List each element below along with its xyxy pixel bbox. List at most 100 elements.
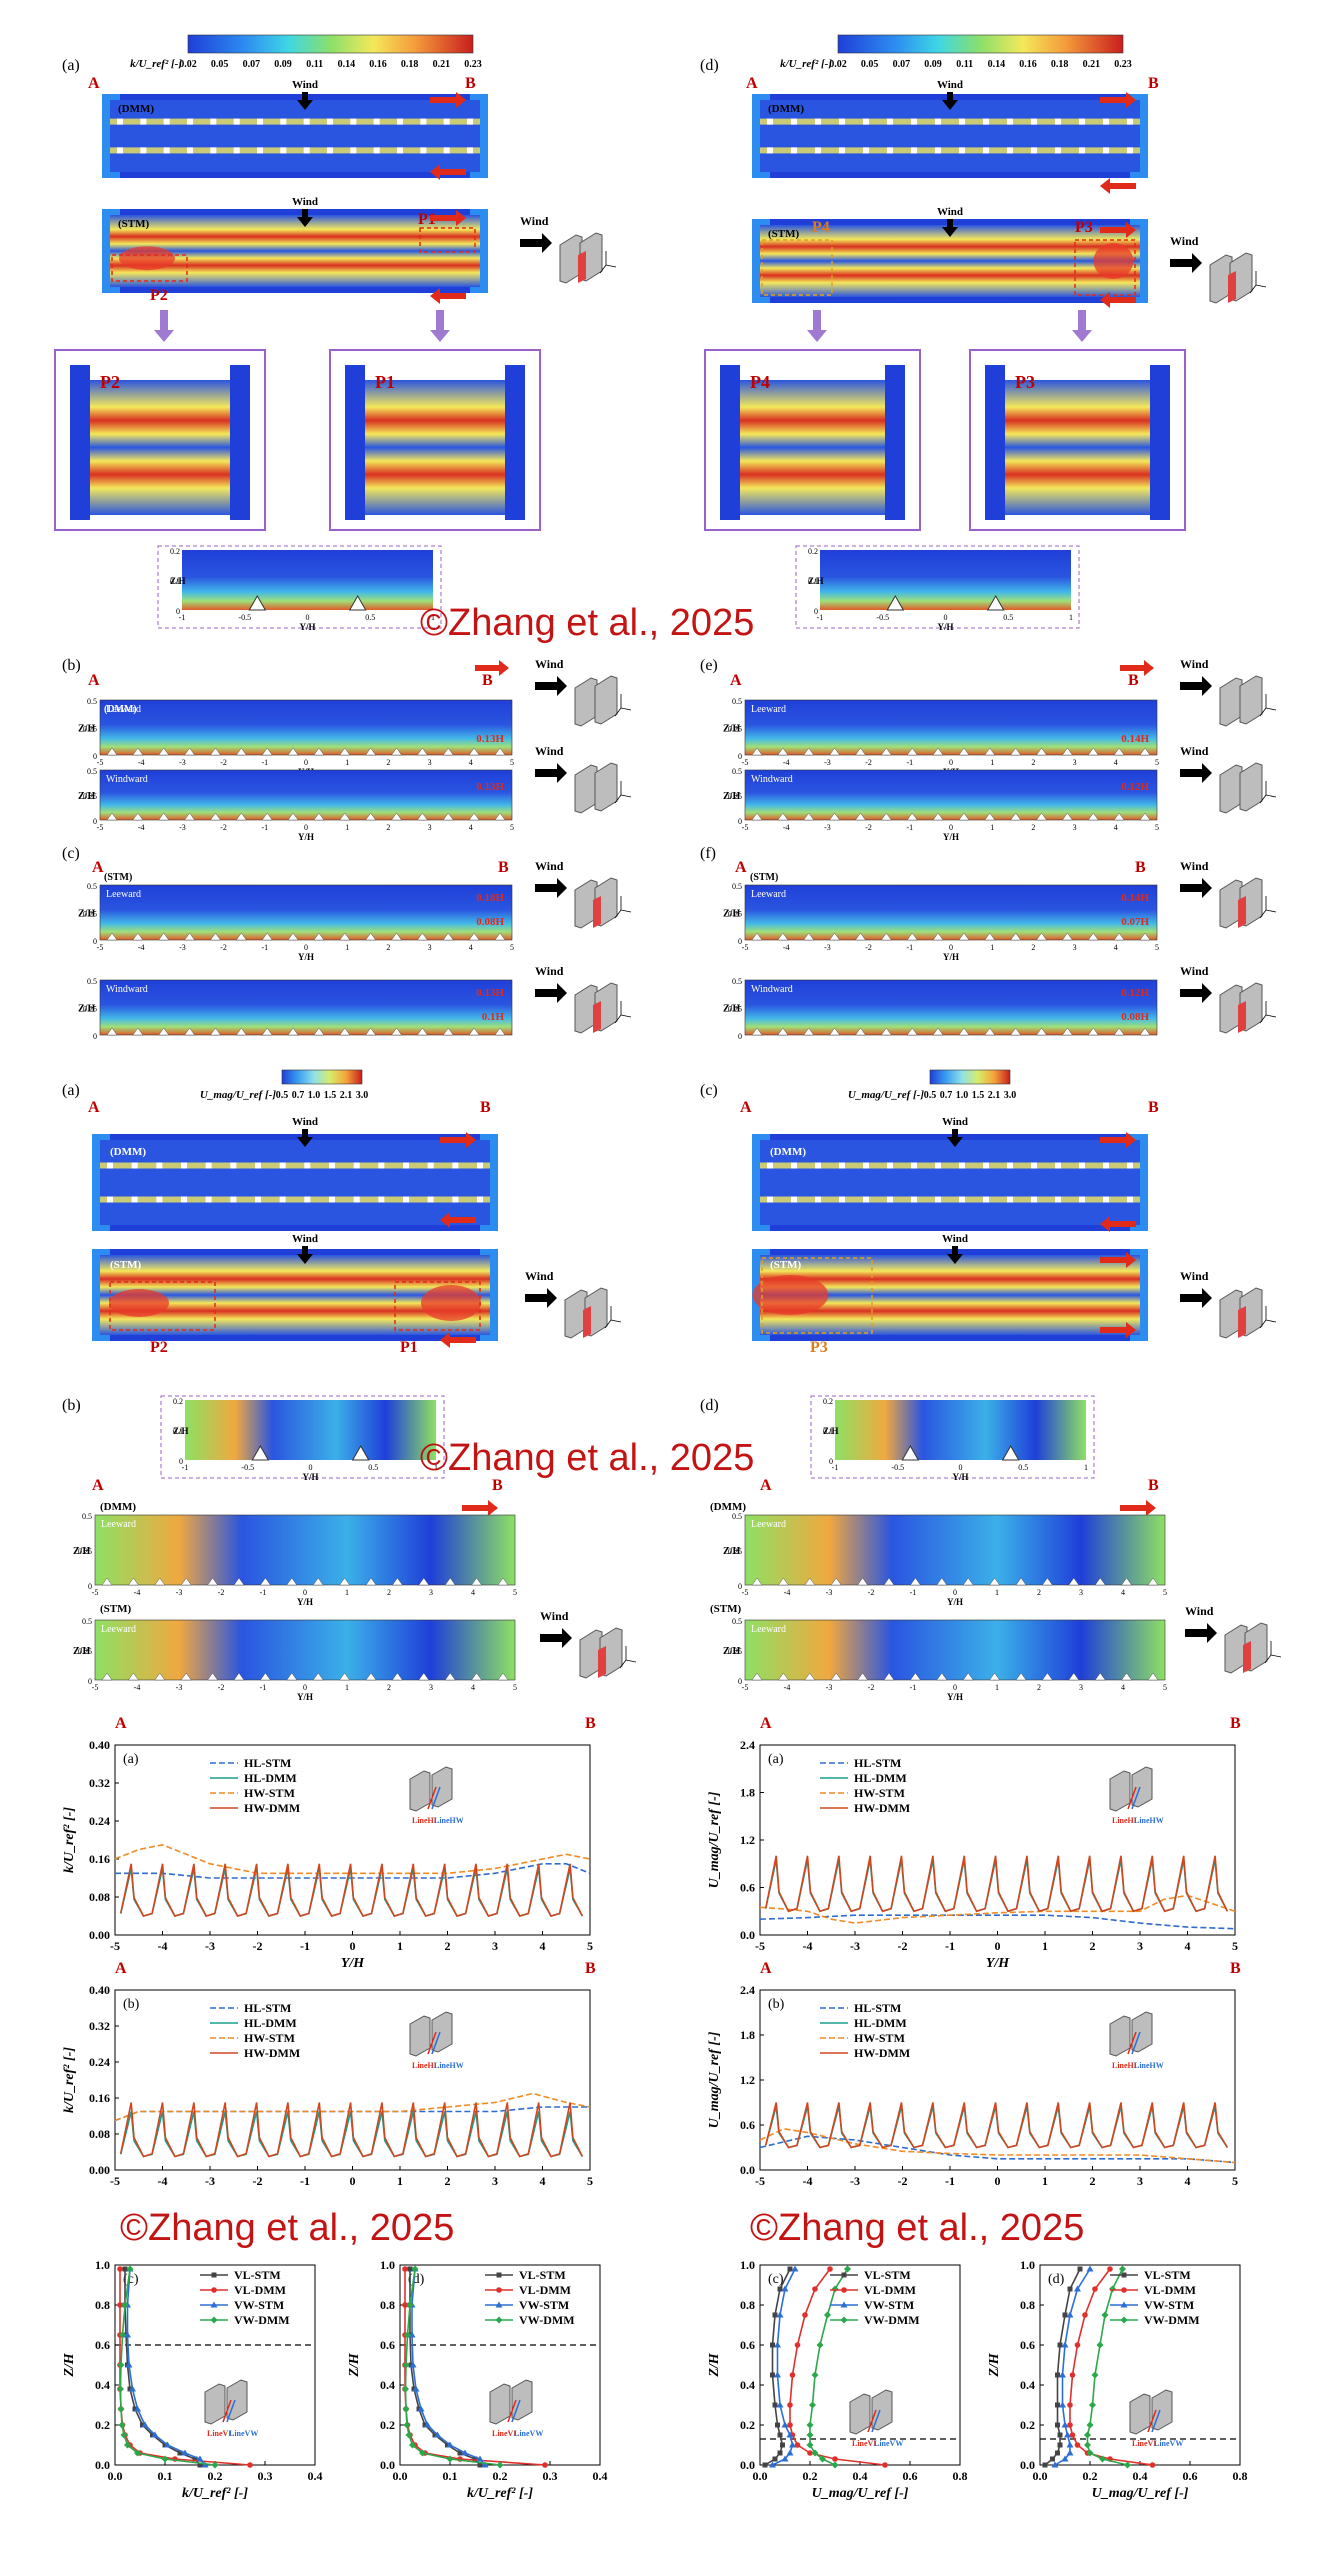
k-dmm-windward-ytick: 0 — [93, 817, 97, 826]
tree-crown — [803, 747, 815, 756]
u-dmm-leeward-xtick: -4 — [134, 1588, 141, 1597]
data-point — [1069, 2372, 1076, 2378]
u-stm-leeward-xtick: -4 — [784, 1683, 791, 1692]
u-inset-left-xtick: 0.5 — [368, 1463, 378, 1472]
tree-crown — [417, 1027, 428, 1036]
flow-arrow-right-shaft — [430, 97, 458, 103]
panel-label: (d) — [700, 57, 719, 74]
k-dmm-leeward-xtick: 1 — [345, 758, 349, 767]
tree-crown — [233, 147, 240, 154]
k-dmm-leeward-xtick: -5 — [97, 758, 104, 767]
tree-crown — [815, 1162, 821, 1169]
dmm-u-street-left-canyon — [100, 1140, 490, 1225]
legend-label: VL-DMM — [1144, 2283, 1196, 2297]
u-stm-leeward-xtick: 2 — [1037, 1683, 1041, 1692]
zoom-label-p3: P3 — [1075, 219, 1093, 236]
k-dmm-leeward-xtick: -4 — [138, 758, 145, 767]
y-tick-label: 0.0 — [95, 2458, 110, 2472]
data-point — [781, 2455, 789, 2462]
colorbar-u-left: U_mag/U_ref [-] 0.5 0.7 1.0 1.5 2.1 3.0 — [200, 1069, 368, 1101]
y-tick-label: 0.6 — [740, 1881, 755, 1895]
u-stm-leeward-ytick: 0.5 — [82, 1617, 92, 1626]
building-icon-arrow — [1180, 983, 1212, 1003]
data-point — [1092, 2286, 1098, 2292]
watermark-text: ©Zhang et al., 2025 — [120, 2207, 454, 2249]
tree-crown — [751, 1027, 763, 1036]
tree-crown — [184, 747, 195, 756]
measurement-line — [871, 2409, 881, 2433]
tree-crown — [911, 147, 917, 154]
building-icon-block2 — [594, 762, 618, 812]
building-icon-tree — [583, 1306, 591, 1338]
building-icon-axes — [614, 896, 632, 919]
building-icon-axes — [1259, 896, 1277, 919]
y-tick-label: 0.4 — [740, 2378, 755, 2392]
tree-crown — [210, 1027, 221, 1036]
y-tick-label: 0.40 — [89, 1983, 110, 1997]
data-point — [211, 2461, 219, 2469]
k-dmm-windward-side: Windward — [751, 774, 793, 785]
data-point — [1055, 2402, 1060, 2408]
k-stm-leeward-xtick: -1 — [906, 943, 913, 952]
u-dmm-leeward-xtick: -3 — [176, 1588, 183, 1597]
tree-crown — [1010, 812, 1022, 821]
u-dmm-leeward-xtick: 1 — [995, 1588, 999, 1597]
tree-crown — [1015, 1672, 1027, 1681]
inset-label-hl: LineHL — [412, 2061, 439, 2070]
tree-crown — [313, 812, 325, 821]
x-tick-label: -4 — [158, 2174, 168, 2188]
tree-crown — [1094, 1672, 1106, 1681]
tree-crown — [365, 747, 377, 756]
u-dmm-leeward-xtick: -1 — [910, 1588, 917, 1597]
data-point — [809, 2401, 816, 2409]
data-point — [121, 2301, 129, 2309]
tree-crown — [180, 1577, 192, 1586]
tree-crown — [365, 1672, 377, 1681]
wind-indicator-arrow — [942, 219, 958, 237]
data-point — [161, 2455, 169, 2463]
k-dmm-windward-xtick: 3 — [1073, 823, 1077, 832]
zoom-box-p2 — [109, 1281, 216, 1331]
chart-k_line_hl_hw_b: A B (b) -5 -4 -3 -2 -1 0 1 2 3 4 5 0.00 0.08 0.16 0.24 0.3… — [62, 1960, 596, 2188]
tree-crown — [467, 147, 473, 154]
tree-crown — [1113, 1027, 1125, 1036]
data-point — [424, 2421, 431, 2428]
flow-arrow-right-head — [1126, 1322, 1136, 1338]
building-icon: Wind — [1180, 859, 1277, 929]
tree-crown — [1079, 1162, 1085, 1169]
x-tick-label: 4 — [540, 1939, 546, 1953]
k-dmm-leeward-xtick: 0 — [949, 758, 953, 767]
tree-crown — [1007, 1162, 1013, 1169]
data-point — [827, 2266, 833, 2272]
data-point — [119, 2331, 126, 2339]
tree-crown — [984, 1027, 996, 1036]
building-icon: Wind — [1185, 1604, 1282, 1674]
building-icon: Wind — [535, 964, 632, 1034]
zoom-box-p4 — [761, 239, 833, 296]
u-dmm-leeward-ytick: 0 — [88, 1582, 92, 1591]
point-a-label: A — [92, 1477, 104, 1494]
tree-crown — [1103, 147, 1109, 154]
zoom-panel-p2-label: P2 — [100, 372, 120, 392]
k-dmm-windward-xtick: -2 — [865, 823, 872, 832]
colorbar-k-right-tick: 0.18 — [1051, 59, 1069, 70]
tree-crown — [751, 1672, 763, 1681]
data-point — [417, 2405, 425, 2412]
stm-label: (STM) — [768, 228, 800, 240]
building-icon-label: Wind — [520, 214, 549, 228]
tree-crown — [1062, 747, 1073, 756]
data-point — [807, 2450, 813, 2456]
wind-indicator-arrow — [297, 209, 313, 227]
point-b-label: B — [1135, 859, 1146, 876]
flow-arrow-right-shaft — [1100, 1137, 1128, 1143]
x-axis-label: U_mag/U_ref [-] — [1092, 2486, 1189, 2501]
x-tick-label: -3 — [205, 2174, 215, 2188]
tree-row — [760, 118, 1140, 125]
tree-crown — [911, 1162, 917, 1169]
tree-crown — [751, 812, 763, 821]
u-stm-leeward-xtick: -1 — [910, 1683, 917, 1692]
k-stm-leeward-xtick: -4 — [138, 943, 145, 952]
building-icon-block — [1109, 2015, 1131, 2057]
tree-crown — [477, 1162, 483, 1169]
x-tick-label: -2 — [253, 1939, 263, 1953]
